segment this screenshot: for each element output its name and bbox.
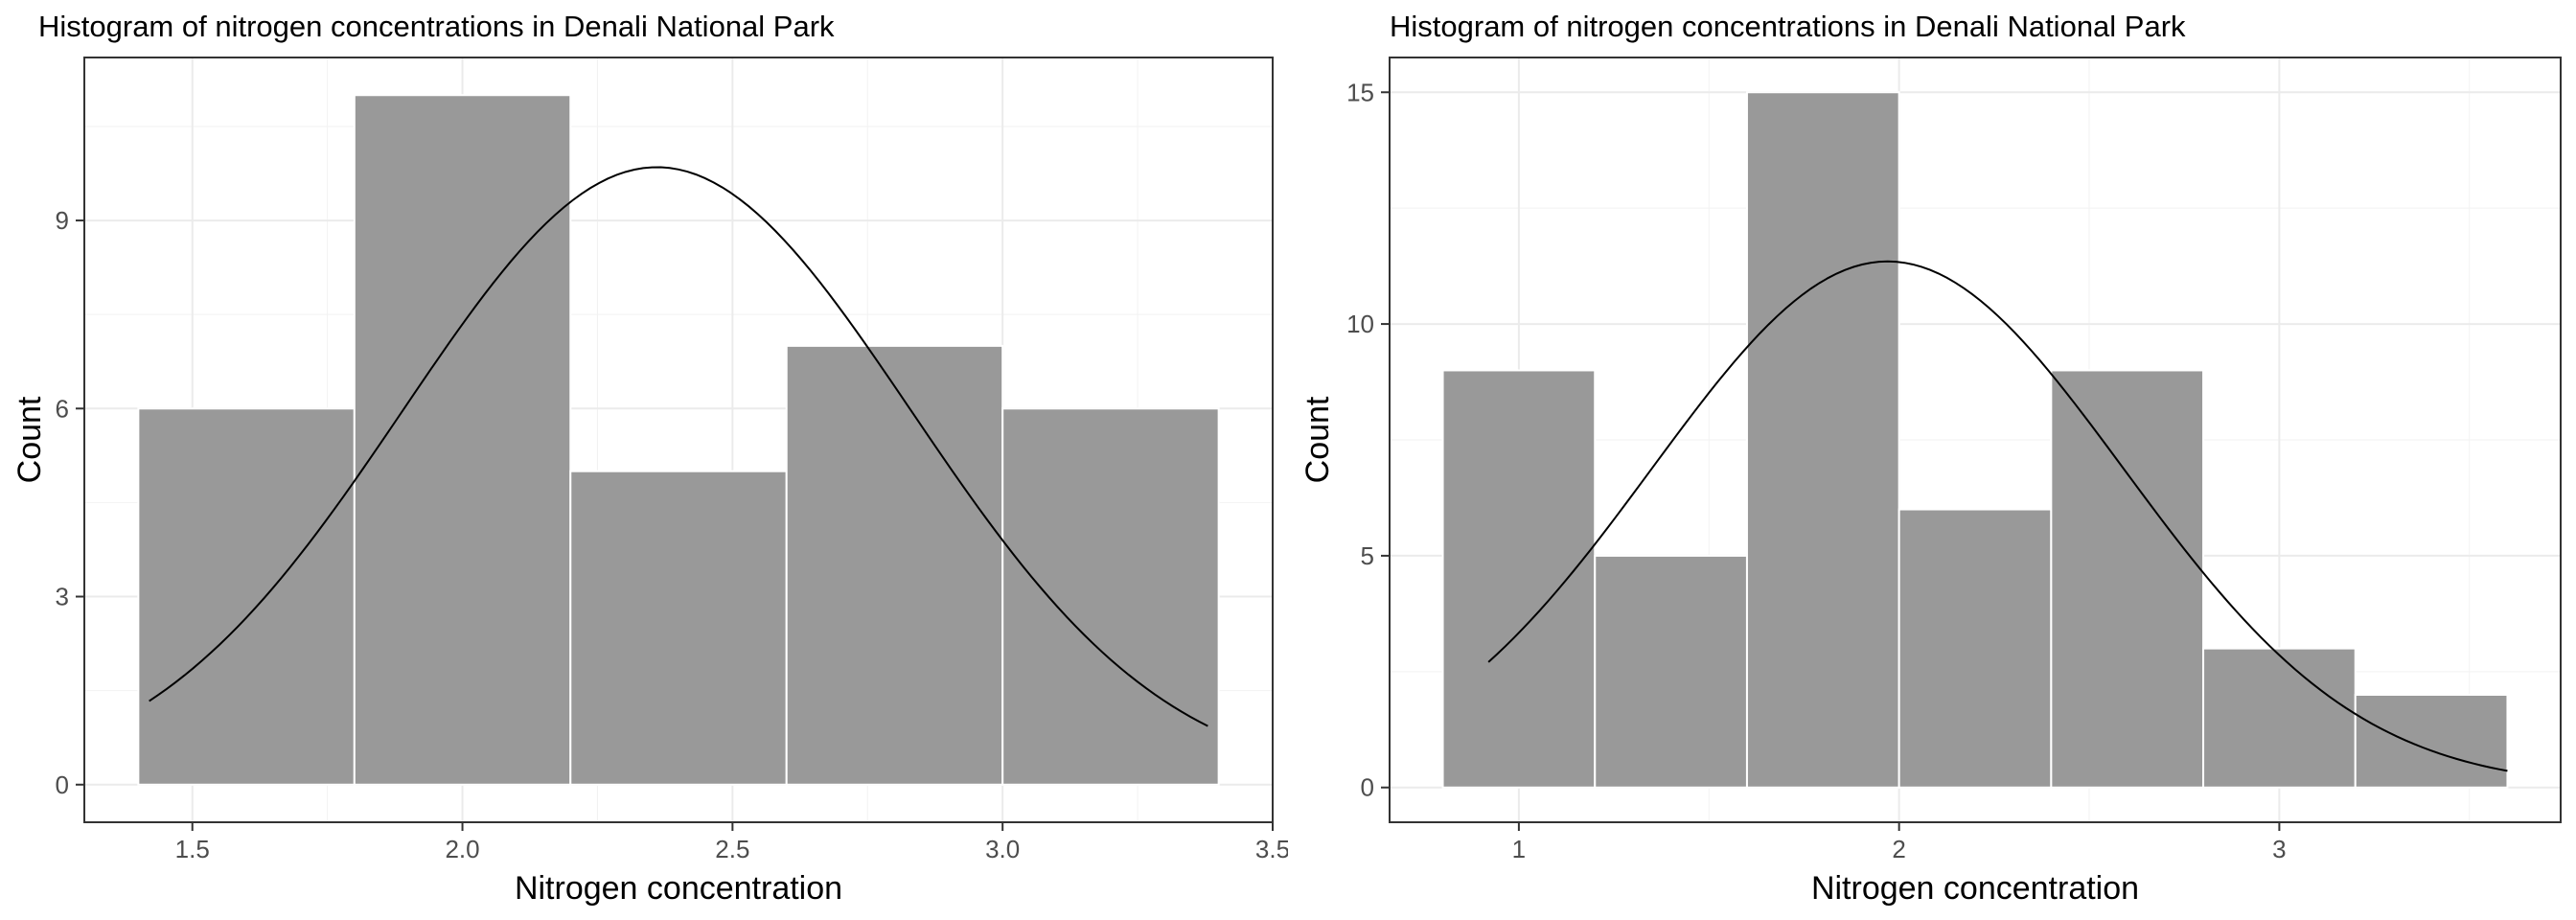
y-tick-label: 6 — [56, 394, 69, 423]
y-tick-label: 9 — [56, 206, 69, 235]
y-tick-label: 0 — [56, 770, 69, 799]
x-tick-label: 2 — [1892, 835, 1905, 863]
y-tick-label: 3 — [56, 583, 69, 611]
histogram-bar — [1745, 91, 1900, 789]
y-tick-label: 5 — [1361, 541, 1374, 570]
x-tick-label: 2.5 — [715, 835, 749, 863]
histogram-bar — [1001, 407, 1220, 786]
histogram-bar — [569, 470, 788, 786]
y-axis-title: Count — [12, 396, 48, 483]
x-tick-label: 3.5 — [1255, 835, 1288, 863]
histogram-bar — [353, 94, 572, 786]
y-tick-label: 0 — [1361, 773, 1374, 802]
histogram-bar — [2050, 369, 2205, 789]
histogram-bar — [137, 407, 356, 786]
normal-curve-line — [149, 166, 1208, 727]
chart-title: Histogram of nitrogen concentrations in … — [1390, 10, 2186, 43]
histogram-bar — [1594, 554, 1748, 789]
x-tick-label: 1 — [1512, 835, 1526, 863]
plot-border — [1389, 57, 2562, 823]
y-tick-label: 15 — [1346, 78, 1374, 106]
chart-panel-left: Histogram of nitrogen concentrations in … — [12, 10, 1288, 907]
histogram-bar — [1441, 369, 1597, 789]
plot-border — [83, 57, 1274, 823]
y-axis-title: Count — [1300, 396, 1336, 483]
x-tick-label: 3.0 — [985, 835, 1020, 863]
histogram-bar — [2354, 694, 2509, 789]
normal-curve-line — [1487, 260, 2508, 772]
x-tick-label: 3 — [2272, 835, 2286, 863]
histogram-bar — [1898, 508, 2053, 789]
histogram-bar — [2202, 647, 2357, 789]
chart-title: Histogram of nitrogen concentrations in … — [38, 10, 835, 43]
histogram-plot: 1.5 2.0 2.5 3.0 3.5 0 3 6 9 Nitrogen concentratio… — [12, 57, 1288, 907]
x-tick-label: 1.5 — [175, 835, 210, 863]
y-tick-label: 10 — [1346, 310, 1374, 338]
histogram-plot: 1 2 3 0 5 10 15 Nitrogen concentration Count — [1300, 57, 2562, 907]
x-tick-label: 2.0 — [445, 835, 479, 863]
histogram-bar — [785, 344, 1004, 786]
x-axis-title: Nitrogen concentration — [515, 870, 842, 907]
chart-panel-right: Histogram of nitrogen concentrations in … — [1288, 0, 2576, 920]
x-axis-title: Nitrogen concentration — [1811, 870, 2139, 907]
